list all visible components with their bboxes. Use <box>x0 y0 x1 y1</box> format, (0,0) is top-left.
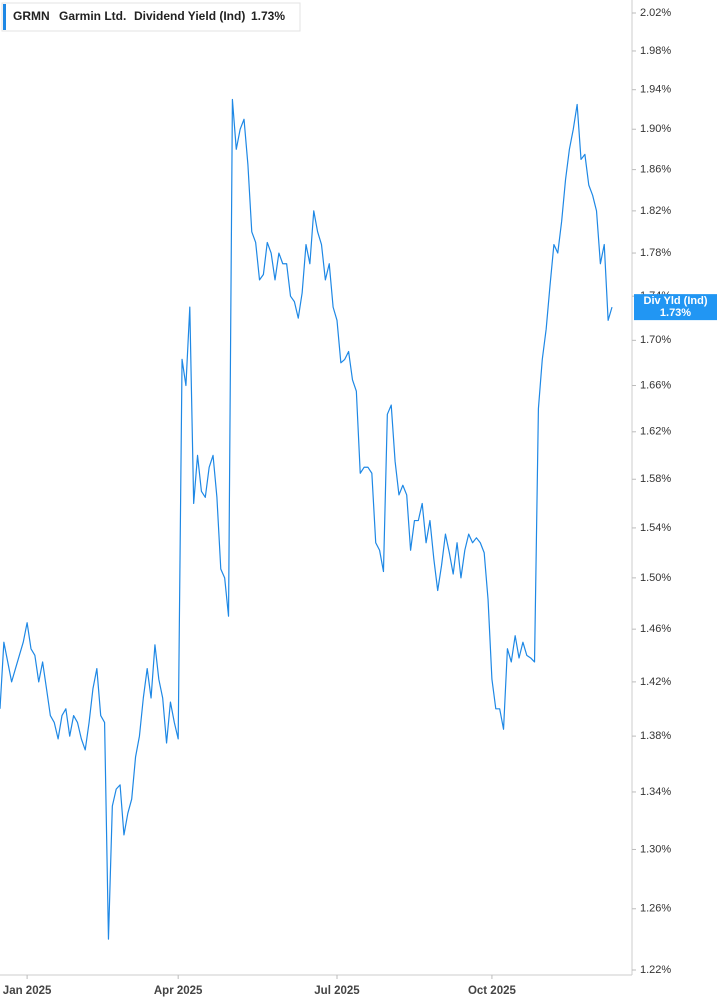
value-badge <box>634 294 717 321</box>
legend-ticker: GRMN <box>13 9 50 23</box>
x-tick-label: Jan 2025 <box>3 985 52 997</box>
badge-value: 1.73% <box>660 307 691 319</box>
y-tick-label: 1.30% <box>640 843 671 855</box>
y-tick-label: 1.26% <box>640 903 671 915</box>
y-tick-label: 1.66% <box>640 379 671 391</box>
y-tick-label: 1.22% <box>640 964 671 976</box>
y-tick-label: 1.50% <box>640 572 671 584</box>
badge-label: Div Yld (Ind) <box>644 295 708 307</box>
y-tick-label: 1.70% <box>640 334 671 346</box>
y-tick-label: 1.62% <box>640 426 671 438</box>
y-tick-label: 1.78% <box>640 247 671 259</box>
y-tick-label: 1.42% <box>640 676 671 688</box>
y-tick-label: 1.86% <box>640 164 671 176</box>
y-tick-label: 1.54% <box>640 522 671 534</box>
x-tick-label: Oct 2025 <box>468 985 517 997</box>
x-tick-label: Apr 2025 <box>154 985 203 997</box>
y-tick-label: 1.46% <box>640 623 671 635</box>
legend-swatch <box>3 4 6 30</box>
y-tick-label: 2.02% <box>640 7 671 19</box>
y-tick-label: 1.34% <box>640 786 671 798</box>
y-tick-label: 1.94% <box>640 84 671 96</box>
legend-box <box>1 2 301 32</box>
legend-value: 1.73% <box>251 9 285 23</box>
y-tick-label: 1.98% <box>640 45 671 57</box>
x-tick-label: Jul 2025 <box>314 985 360 997</box>
series-line <box>0 98 613 940</box>
y-tick-label: 1.82% <box>640 205 671 217</box>
y-tick-label: 1.90% <box>640 123 671 135</box>
y-tick-label: 1.58% <box>640 473 671 485</box>
legend-company: Garmin Ltd. <box>59 9 126 23</box>
y-tick-label: 1.38% <box>640 730 671 742</box>
legend-series: Dividend Yield (Ind) <box>134 9 245 23</box>
